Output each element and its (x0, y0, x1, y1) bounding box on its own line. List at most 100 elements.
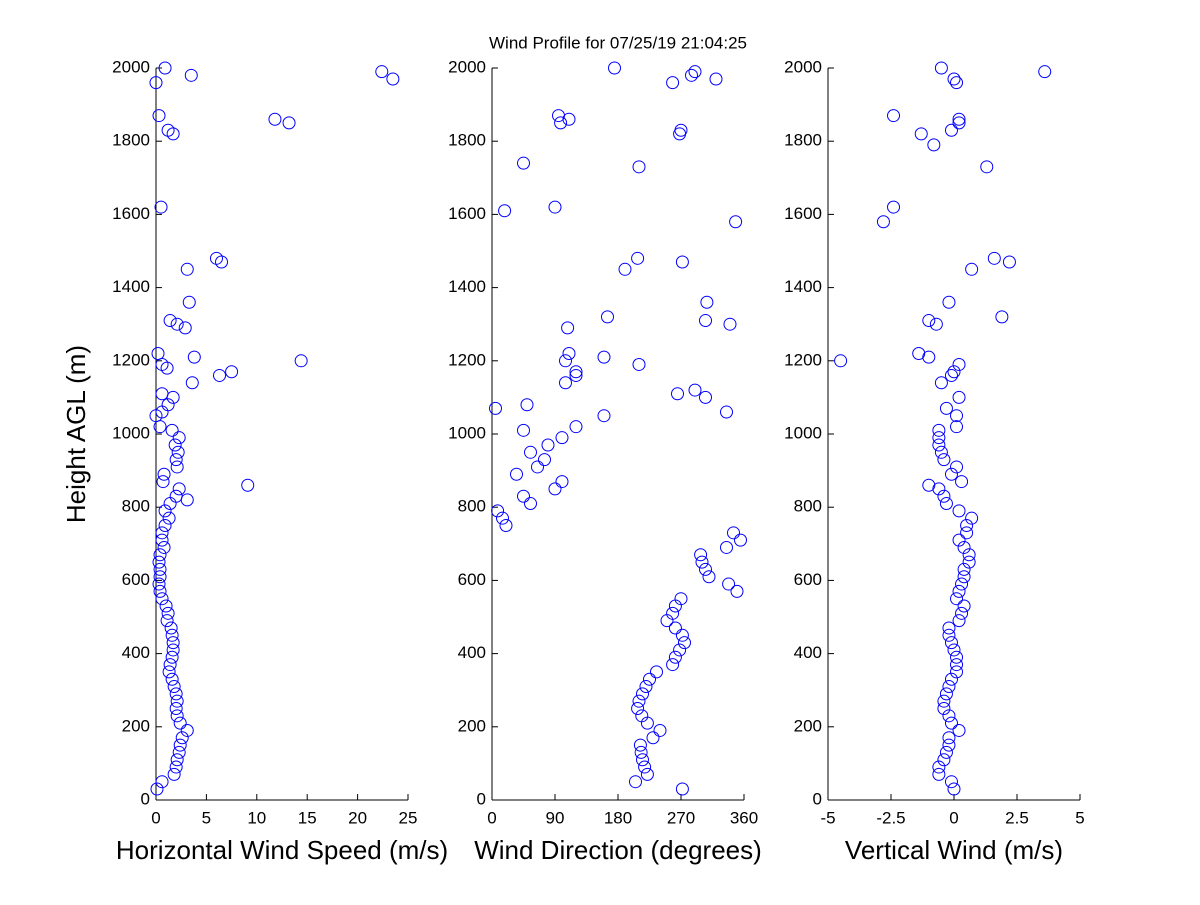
point (942, 628, 956, 642)
point (957, 570, 971, 584)
point (172, 745, 186, 759)
point (952, 357, 966, 371)
point (947, 782, 961, 796)
y-tick-label: 1800 (784, 131, 822, 150)
point (187, 350, 201, 364)
x-tick-label: -5 (820, 808, 835, 827)
point (173, 738, 187, 752)
point (562, 346, 576, 360)
point (156, 475, 170, 489)
y-tick-label: 1800 (112, 131, 150, 150)
point (942, 680, 956, 694)
point (386, 72, 400, 86)
point (524, 497, 537, 511)
point (499, 519, 513, 532)
point (555, 431, 569, 445)
point (675, 628, 689, 642)
point (161, 123, 175, 137)
point (650, 665, 663, 679)
point (169, 687, 183, 701)
y-tick-label: 400 (122, 643, 150, 662)
point (185, 376, 199, 390)
point (569, 368, 583, 382)
point (950, 592, 964, 606)
x-axis-label: Wind Direction (degrees) (474, 835, 762, 865)
point (957, 540, 971, 554)
point (947, 643, 961, 657)
point (942, 731, 956, 745)
point (167, 767, 181, 781)
y-tick-label: 1000 (448, 423, 486, 442)
x-tick-label: 0 (487, 808, 496, 827)
y-axis-label: Height AGL (m) (61, 345, 91, 523)
point (161, 398, 175, 412)
y-tick-label: 1000 (784, 423, 822, 442)
point (730, 584, 744, 598)
point (294, 354, 308, 368)
y-tick-label: 1200 (784, 350, 822, 369)
point (268, 112, 282, 126)
point (172, 431, 186, 445)
point (912, 346, 926, 360)
x-tick-label: -2.5 (876, 808, 905, 827)
point (957, 562, 971, 576)
point (225, 365, 239, 379)
point (927, 138, 941, 152)
point (634, 745, 648, 759)
point (955, 606, 969, 620)
point (153, 548, 167, 562)
point (569, 420, 583, 434)
point (914, 127, 928, 141)
point (152, 577, 166, 591)
y-tick-label: 200 (794, 716, 822, 735)
point (155, 592, 169, 606)
point (184, 68, 198, 82)
point (688, 65, 702, 79)
point (668, 621, 682, 635)
point (944, 636, 958, 650)
panel: 0 200 400 600 800 1000 1200 1400 1600 1800 2000 0 5 1… (61, 57, 448, 864)
point (170, 694, 184, 708)
point (965, 262, 979, 276)
point (932, 760, 946, 774)
point (950, 460, 964, 474)
y-tick-label: 1600 (448, 204, 486, 223)
point (932, 423, 946, 437)
point (282, 116, 296, 130)
point (159, 599, 173, 613)
point (170, 753, 184, 767)
point (597, 409, 611, 423)
point (947, 365, 961, 379)
point (548, 482, 562, 496)
point (950, 665, 964, 679)
y-tick-label: 600 (458, 570, 486, 589)
point (632, 694, 646, 708)
point (561, 321, 575, 335)
y-tick-label: 1800 (448, 131, 486, 150)
point (154, 200, 168, 214)
y-tick-label: 2000 (784, 57, 822, 76)
point (957, 599, 971, 613)
point (646, 731, 660, 745)
point (952, 504, 966, 518)
point (720, 405, 733, 419)
point (538, 453, 551, 467)
point (165, 650, 179, 664)
point (608, 61, 621, 75)
point (947, 72, 961, 86)
y-tick-label: 0 (477, 789, 486, 808)
point (153, 570, 167, 584)
point (632, 160, 646, 174)
y-tick-label: 1400 (112, 277, 150, 296)
y-tick-label: 1400 (784, 277, 822, 296)
point (520, 398, 534, 412)
point (162, 511, 176, 525)
point (597, 350, 611, 364)
point (1038, 65, 1052, 79)
x-tick-label: 180 (604, 808, 632, 827)
point (182, 295, 196, 309)
point (489, 401, 502, 415)
point (965, 511, 979, 525)
y-tick-label: 2000 (112, 57, 150, 76)
